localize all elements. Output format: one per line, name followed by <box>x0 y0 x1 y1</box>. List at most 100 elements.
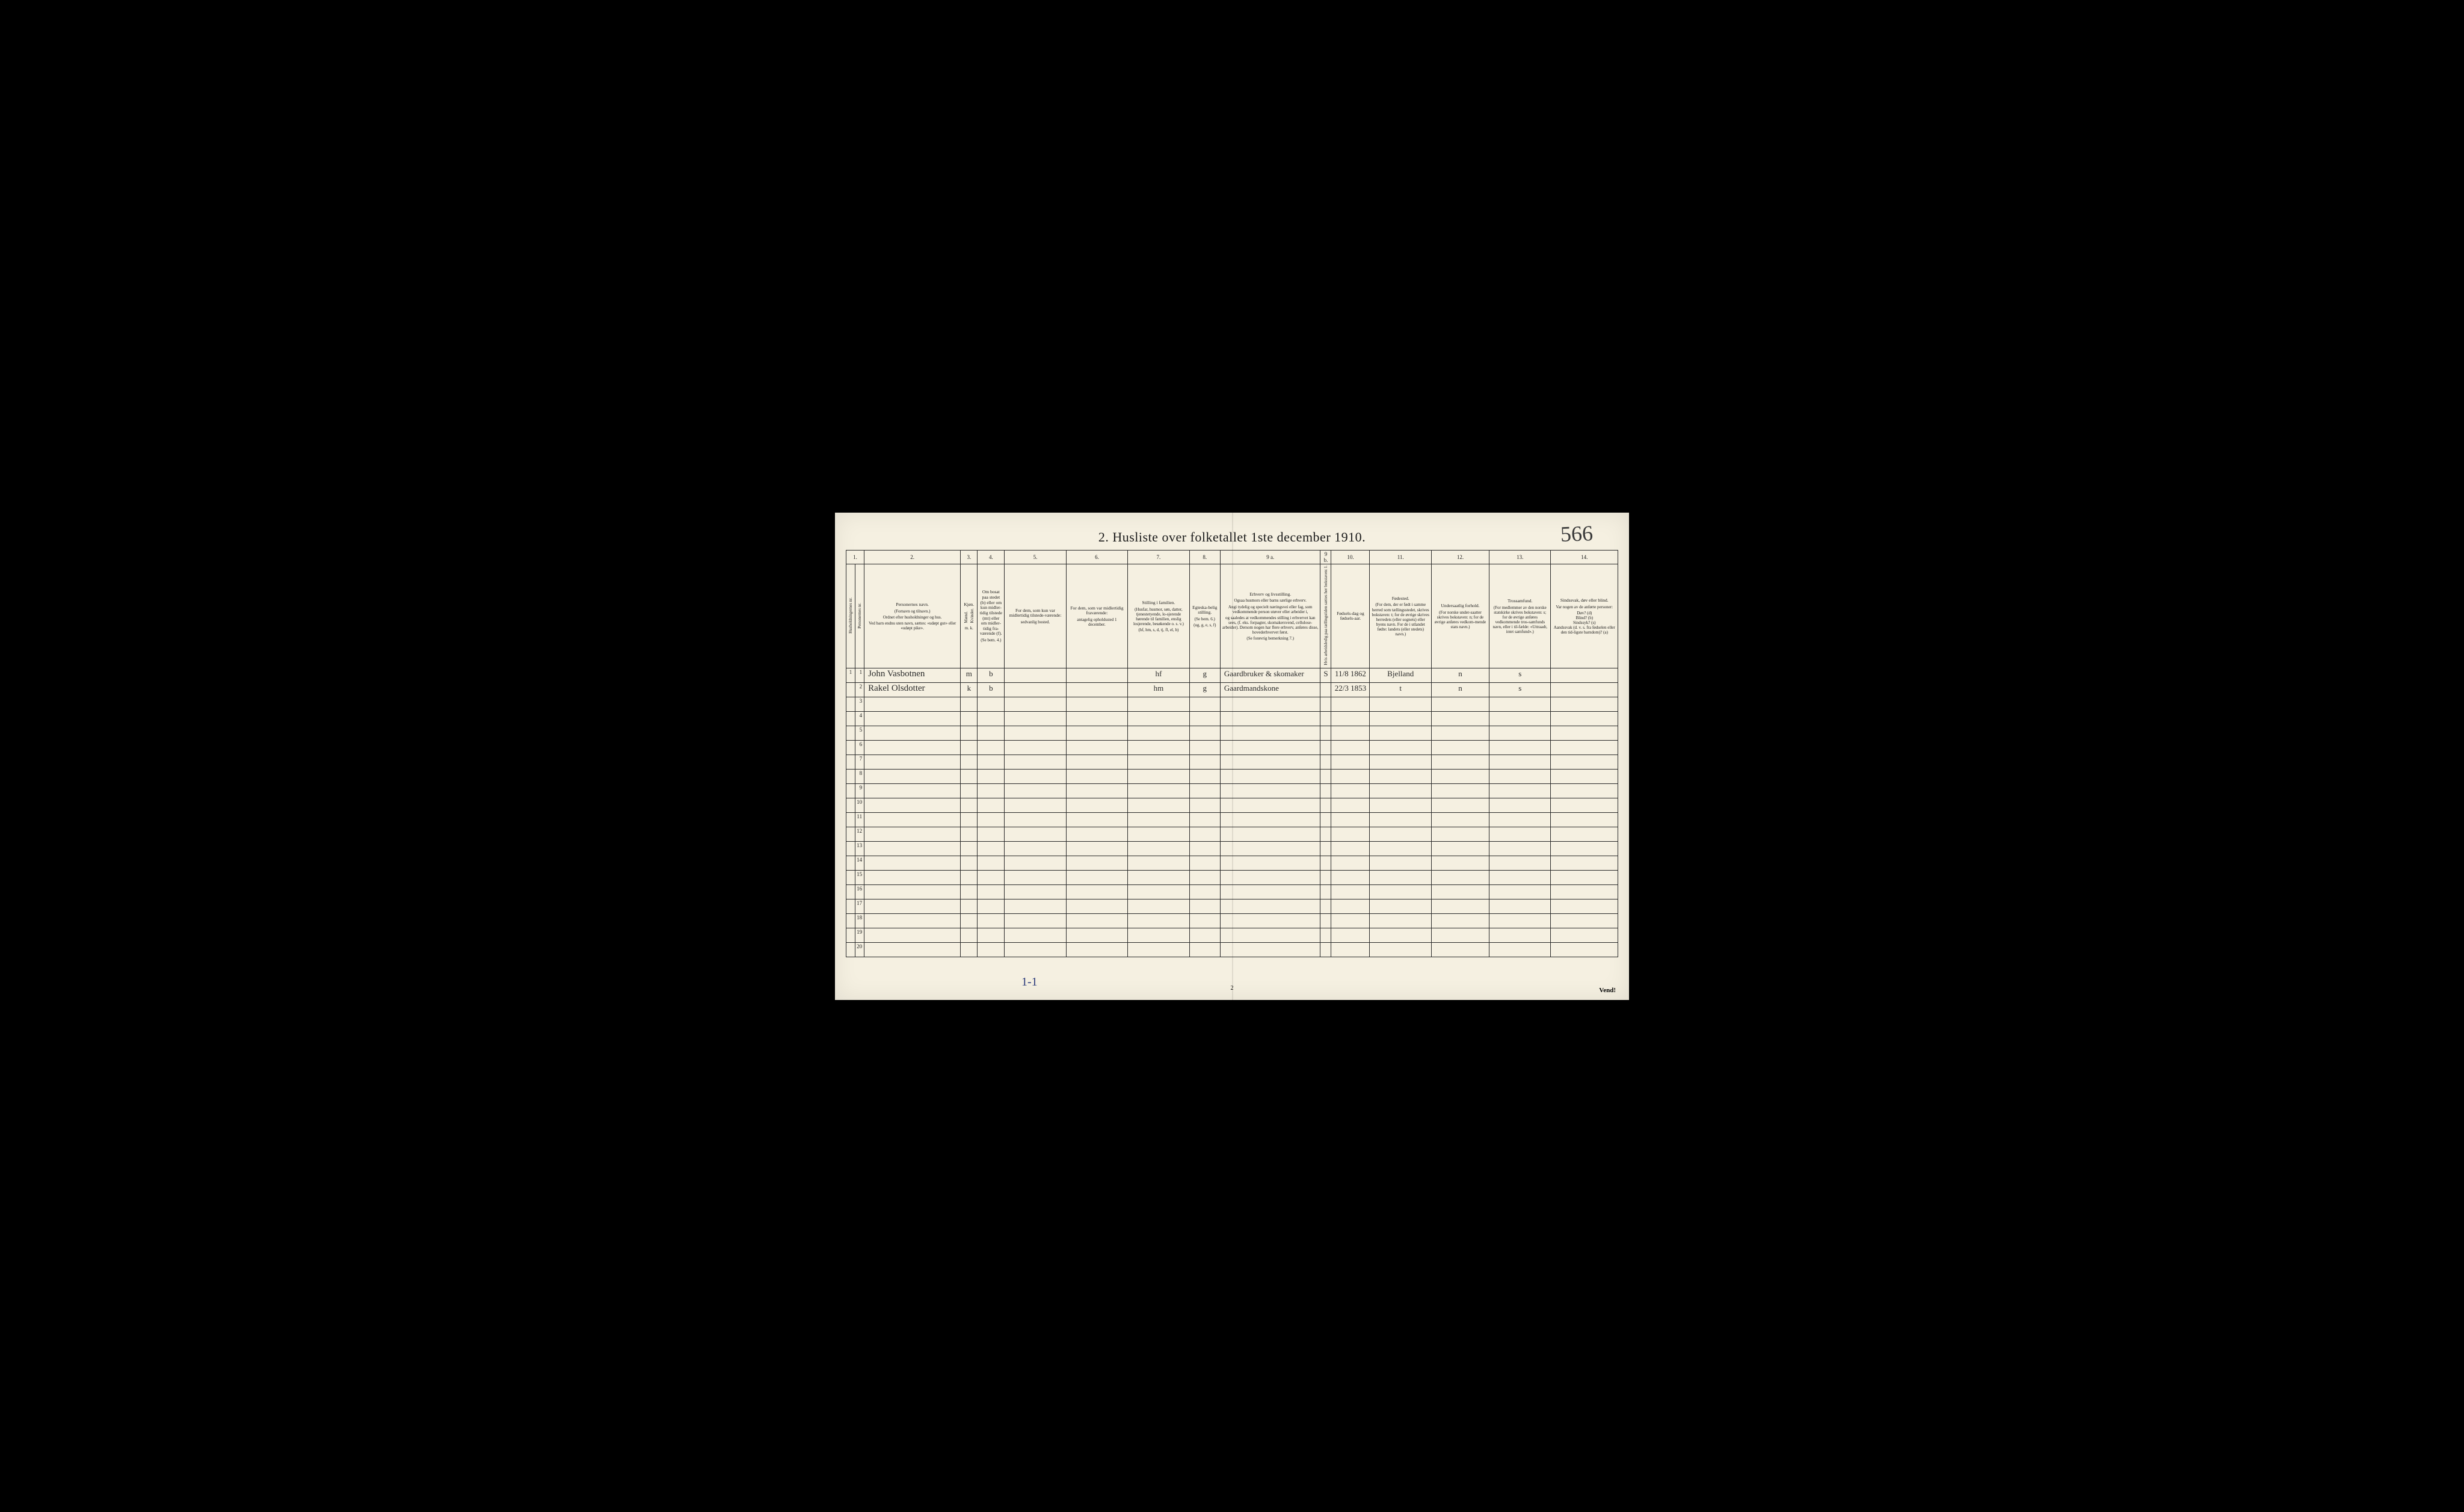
cell-disability <box>1551 842 1618 856</box>
cell-birthdate <box>1331 856 1370 871</box>
cell-temp-present <box>1005 842 1066 856</box>
cell-faith <box>1489 871 1551 885</box>
cell-nationality <box>1431 827 1489 842</box>
cell-marital <box>1189 712 1220 726</box>
cell-family-pos <box>1128 784 1189 798</box>
cell-faith: s <box>1489 668 1551 683</box>
cell-faith <box>1489 697 1551 712</box>
cell-family-pos <box>1128 871 1189 885</box>
cell-temp-present <box>1005 697 1066 712</box>
cell-name <box>864 697 961 712</box>
cell-family-pos <box>1128 770 1189 784</box>
cell-temp-present <box>1005 770 1066 784</box>
cell-temp-absent <box>1066 899 1127 914</box>
cell-name <box>864 871 961 885</box>
cell-household <box>846 856 855 871</box>
cell-household <box>846 798 855 813</box>
cell-birthdate <box>1331 899 1370 914</box>
cell-faith <box>1489 914 1551 928</box>
cell-family-pos <box>1128 899 1189 914</box>
cell-disability <box>1551 871 1618 885</box>
cell-temp-present <box>1005 741 1066 755</box>
cell-person-no: 11 <box>855 813 864 827</box>
cell-disability <box>1551 798 1618 813</box>
cell-temp-present <box>1005 668 1066 683</box>
cell-person-no: 2 <box>855 683 864 697</box>
cell-person-no: 20 <box>855 943 864 957</box>
cell-birthdate <box>1331 755 1370 770</box>
cell-sex: k <box>961 683 978 697</box>
table-row: 12 <box>846 827 1618 842</box>
cell-temp-absent <box>1066 943 1127 957</box>
cell-person-no: 13 <box>855 842 864 856</box>
cell-faith <box>1489 943 1551 957</box>
cell-residence <box>978 798 1005 813</box>
cell-temp-absent <box>1066 928 1127 943</box>
table-row: 4 <box>846 712 1618 726</box>
cell-birthdate <box>1331 784 1370 798</box>
cell-birthplace <box>1370 770 1431 784</box>
cell-person-no: 17 <box>855 899 864 914</box>
cell-faith <box>1489 770 1551 784</box>
cell-nationality <box>1431 899 1489 914</box>
cell-birthplace <box>1370 885 1431 899</box>
cell-faith <box>1489 755 1551 770</box>
cell-occupation <box>1220 871 1320 885</box>
cell-residence <box>978 741 1005 755</box>
table-row: 13 <box>846 842 1618 856</box>
cell-family-pos <box>1128 885 1189 899</box>
cell-marital <box>1189 726 1220 741</box>
cell-occupation <box>1220 914 1320 928</box>
cell-sex <box>961 798 978 813</box>
cell-name <box>864 856 961 871</box>
cell-nationality <box>1431 856 1489 871</box>
cell-sex <box>961 885 978 899</box>
census-table: 1. 2. 3. 4. 5. 6. 7. 8. 9 a. 9 b. 10. 11… <box>846 550 1618 958</box>
cell-marital <box>1189 827 1220 842</box>
cell-sex <box>961 899 978 914</box>
cell-occupation <box>1220 813 1320 827</box>
column-header-row: Husholdningernes nr. Personernes nr. Per… <box>846 564 1618 668</box>
cell-marital: g <box>1189 683 1220 697</box>
table-row: 3 <box>846 697 1618 712</box>
cell-faith <box>1489 856 1551 871</box>
cell-birthdate <box>1331 885 1370 899</box>
bottom-handwritten-tally: 1-1 <box>1021 975 1038 989</box>
cell-residence <box>978 943 1005 957</box>
cell-household <box>846 827 855 842</box>
cell-occupation <box>1220 755 1320 770</box>
cell-household: 1 <box>846 668 855 683</box>
cell-name <box>864 813 961 827</box>
cell-nationality <box>1431 726 1489 741</box>
cell-household <box>846 943 855 957</box>
cell-occupation <box>1220 856 1320 871</box>
cell-temp-absent <box>1066 784 1127 798</box>
cell-person-no: 14 <box>855 856 864 871</box>
cell-person-no: 3 <box>855 697 864 712</box>
cell-person-no: 18 <box>855 914 864 928</box>
vend-label: Vend! <box>1599 987 1616 994</box>
cell-residence <box>978 928 1005 943</box>
header-occupation: Erhverv og livsstilling. Ogsaa husmors e… <box>1220 564 1320 668</box>
cell-temp-present <box>1005 827 1066 842</box>
cell-residence: b <box>978 683 1005 697</box>
cell-temp-absent <box>1066 813 1127 827</box>
cell-occupation <box>1220 827 1320 842</box>
colnum-10: 10. <box>1331 550 1370 564</box>
cell-person-no: 4 <box>855 712 864 726</box>
cell-name <box>864 914 961 928</box>
cell-residence <box>978 770 1005 784</box>
cell-family-pos <box>1128 712 1189 726</box>
cell-household <box>846 813 855 827</box>
cell-sex <box>961 856 978 871</box>
cell-birthplace: Bjelland <box>1370 668 1431 683</box>
cell-disability <box>1551 914 1618 928</box>
cell-nationality <box>1431 842 1489 856</box>
colnum-14: 14. <box>1551 550 1618 564</box>
cell-unemployed <box>1320 770 1331 784</box>
cell-birthdate <box>1331 697 1370 712</box>
cell-nationality <box>1431 770 1489 784</box>
cell-nationality <box>1431 914 1489 928</box>
cell-temp-absent <box>1066 885 1127 899</box>
cell-temp-present <box>1005 755 1066 770</box>
